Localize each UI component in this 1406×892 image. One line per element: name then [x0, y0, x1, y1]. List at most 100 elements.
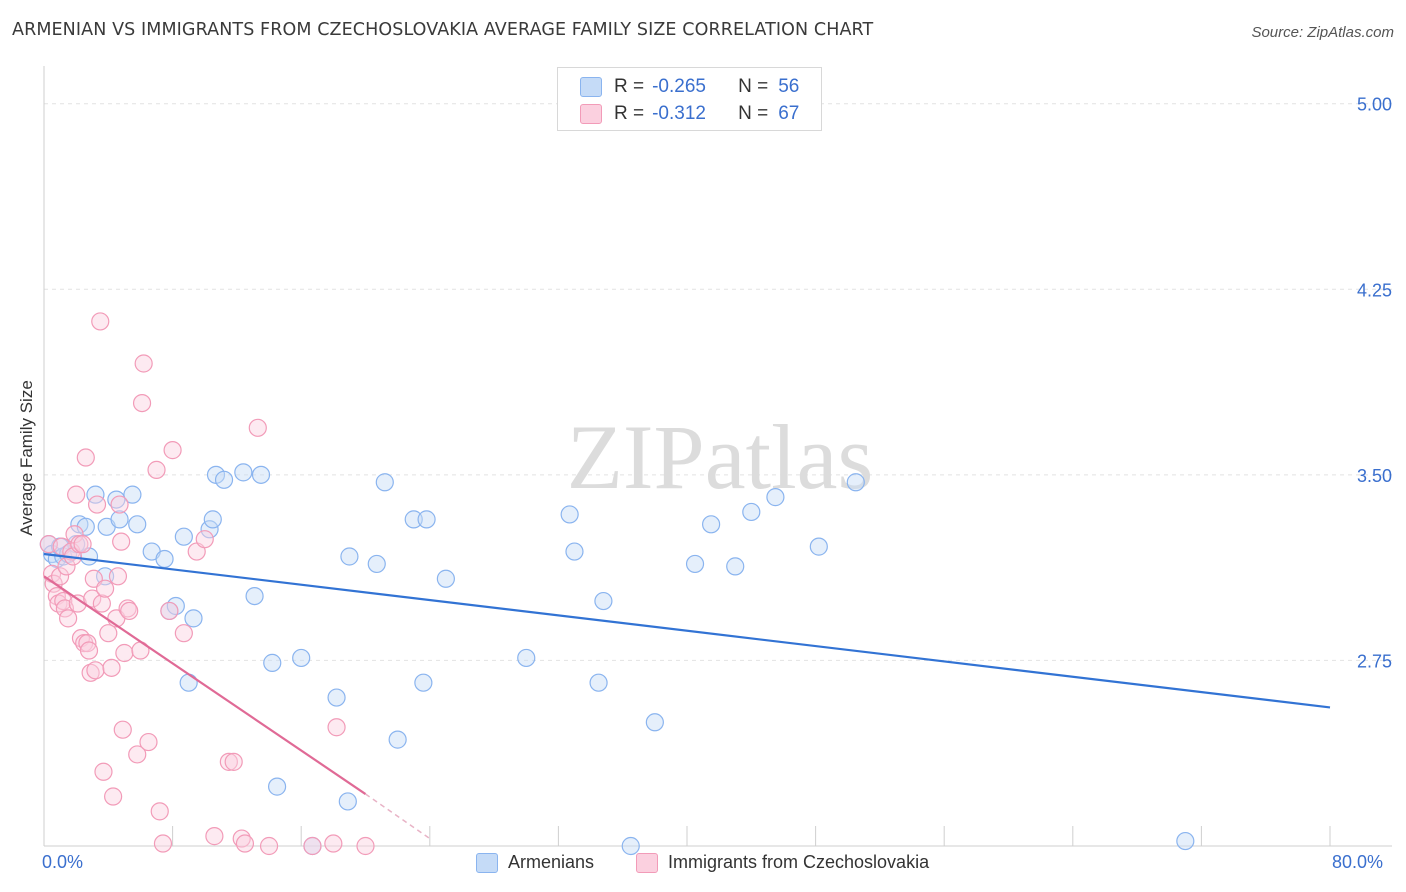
czech-point [112, 532, 131, 551]
armenians-points [39, 463, 1195, 856]
y-tick-label: 3.50 [1357, 466, 1392, 486]
czech-point [259, 836, 279, 856]
legend-n-value: 56 [778, 76, 800, 97]
x-tick-min: 0.0% [42, 852, 84, 872]
armenians-point [110, 510, 129, 529]
czech-point [128, 745, 147, 764]
czech-point [73, 535, 92, 554]
czech-point [86, 661, 105, 680]
armenians-point [263, 653, 282, 672]
czech-point [81, 663, 100, 682]
armenians-point [367, 554, 386, 574]
czech-point [163, 441, 182, 460]
czech-point [104, 787, 123, 806]
armenians-point [702, 515, 721, 534]
armenians-point [267, 777, 287, 796]
czech-point [54, 591, 73, 611]
armenians-point [179, 673, 198, 692]
czech-point [235, 834, 255, 853]
armenians-point [742, 502, 761, 522]
czech-point [76, 448, 95, 467]
czech-point [132, 393, 152, 413]
armenians-point [436, 569, 455, 588]
armenians-point [184, 609, 203, 628]
czech-point [147, 460, 166, 479]
watermark: ZIPatlas [567, 406, 874, 508]
czech-point [195, 530, 214, 549]
armenians-point [645, 713, 664, 732]
czech-point [120, 601, 139, 621]
armenians-point [846, 473, 865, 492]
czech-point [327, 718, 346, 737]
x-tick-max: 80.0% [1332, 852, 1384, 872]
armenians-point [560, 505, 579, 524]
czech-point [78, 634, 97, 653]
czech-point [153, 834, 173, 853]
armenians-point [766, 488, 785, 507]
czech-point [92, 594, 111, 613]
armenians-point [292, 648, 311, 668]
czech-point [303, 836, 322, 856]
armenians-point [1176, 831, 1195, 851]
armenians-point [589, 673, 608, 692]
armenians-point [123, 485, 142, 504]
armenians-point [417, 510, 436, 529]
armenians-point [375, 473, 394, 492]
armenians-point [155, 549, 174, 569]
chart-source: Source: ZipAtlas.com [1251, 24, 1394, 41]
y-tick-label: 5.00 [1357, 95, 1392, 115]
armenians-point [174, 527, 193, 546]
czech-point [95, 579, 115, 598]
czech-point [87, 495, 107, 514]
axes [43, 66, 1392, 847]
trend-lines [43, 552, 1331, 840]
czech-point [99, 624, 118, 643]
czech-point [113, 720, 132, 739]
armenians-point [414, 673, 433, 692]
legend-row-czech: R = -0.312 N = 67 [580, 100, 799, 128]
czech-point [150, 802, 169, 821]
czech-point [108, 567, 128, 586]
czech-point [205, 827, 224, 846]
czech-trend-line [43, 575, 367, 795]
czech-point [59, 609, 78, 628]
czech-point [160, 601, 179, 621]
y-tick-label: 4.25 [1357, 280, 1392, 300]
czech-point [102, 658, 121, 677]
armenians-point [214, 470, 234, 489]
legend-n-value: 67 [778, 103, 800, 124]
czech-point [110, 495, 129, 514]
armenians-point [251, 465, 271, 484]
armenians-point [621, 836, 640, 856]
legend-n-label: N = [738, 103, 769, 124]
legend-n-label: N = [738, 76, 769, 97]
czech-point [83, 589, 102, 608]
czech-point [115, 643, 134, 663]
armenians-point [338, 792, 357, 811]
armenians-point [594, 591, 613, 611]
czech-point [219, 752, 238, 771]
armenians-point [200, 520, 219, 539]
czech-point [50, 567, 70, 586]
chart-title: ARMENIAN VS IMMIGRANTS FROM CZECHOSLOVAK… [12, 20, 874, 40]
legend-r-label: R = [614, 76, 645, 97]
czech-point [94, 762, 113, 781]
czech-point [224, 752, 243, 771]
czech-point [324, 834, 343, 853]
czech-point [139, 732, 158, 752]
correlation-legend: R = -0.265 N = 56 R = -0.312 N = 67 [557, 67, 822, 131]
legend-item-czech: Immigrants from Czechoslovakia [636, 852, 929, 873]
armenians-point [517, 648, 536, 668]
armenians-trend-line [43, 552, 1331, 709]
armenians-point [128, 515, 147, 534]
armenians-point [245, 586, 264, 606]
czech-point [232, 829, 251, 848]
legend-r-label: R = [614, 103, 645, 124]
legend-item-armenians: Armenians [476, 852, 594, 873]
czech-point [356, 836, 375, 856]
legend-r-value: -0.265 [652, 76, 706, 97]
czech-point [134, 354, 153, 373]
armenians-point [203, 510, 222, 529]
legend-label-czech: Immigrants from Czechoslovakia [668, 852, 930, 872]
